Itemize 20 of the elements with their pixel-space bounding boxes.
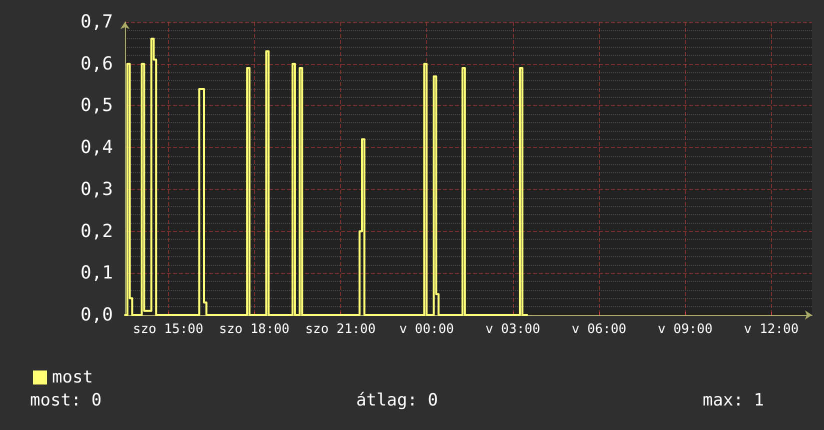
x-tick-label: v 00:00 [399, 322, 454, 337]
y-tick-label: 0,2 [80, 220, 113, 242]
x-tick-label: v 09:00 [658, 322, 713, 337]
y-tick-label: 0,3 [80, 178, 113, 200]
text: most: 0 [30, 390, 102, 410]
text: max: 1 [702, 390, 764, 410]
y-tick-label: 0,7 [80, 12, 113, 32]
x-tick-label: v 12:00 [744, 322, 799, 337]
y-tick-label: 0,4 [80, 137, 113, 158]
legend-label: most [52, 368, 93, 388]
x-tick-label: v 06:00 [572, 322, 626, 337]
y-tick-label: 0,1 [80, 262, 113, 284]
x-tick-label: szo 21:00 [305, 322, 376, 337]
x-tick-label: v 03:00 [485, 322, 540, 337]
y-tick-label: 0,0 [80, 304, 113, 326]
text: átlag: 0 [356, 390, 438, 410]
x-tick-label: szo 15:00 [132, 322, 204, 337]
y-tick-label: 0,6 [80, 53, 113, 74]
y-tick-label: 0,5 [80, 95, 113, 116]
x-tick-label: szo 18:00 [219, 322, 290, 337]
